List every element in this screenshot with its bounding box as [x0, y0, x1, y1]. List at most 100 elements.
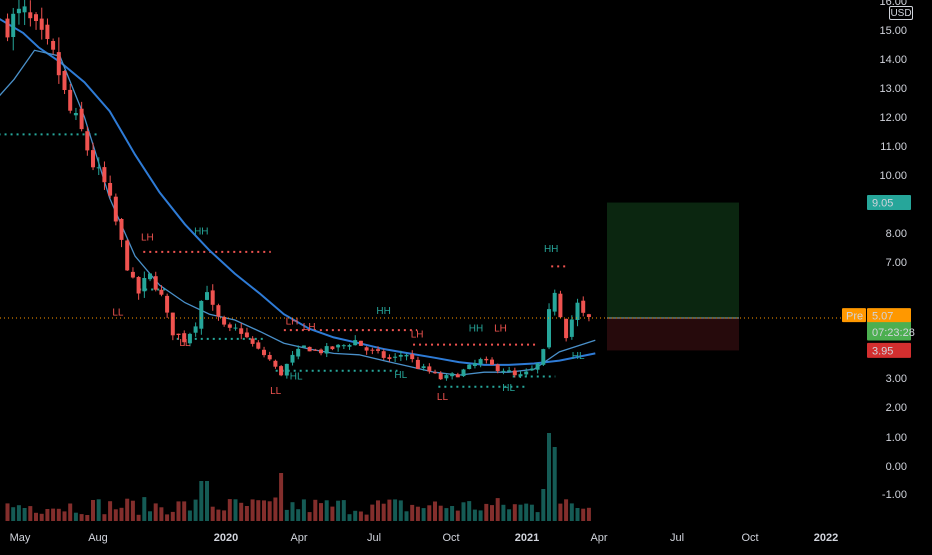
- candle-body: [484, 358, 489, 361]
- volume-bar: [564, 499, 569, 521]
- volume-bar: [39, 513, 44, 521]
- position-loss-zone: [607, 317, 739, 351]
- volume-bar: [450, 506, 455, 521]
- volume-bar: [290, 502, 295, 521]
- candle-body: [358, 340, 363, 346]
- candle-body: [148, 273, 152, 280]
- volume-bar: [541, 489, 546, 521]
- candle-body: [165, 295, 170, 313]
- swing-label: HH: [376, 306, 390, 317]
- volume-bar: [233, 499, 238, 521]
- volume-bar: [472, 509, 477, 521]
- currency-badge[interactable]: USD: [889, 6, 913, 20]
- volume-bar: [227, 499, 232, 521]
- volume-bar: [256, 500, 261, 521]
- volume-bar: [507, 509, 512, 521]
- volume-bar: [569, 503, 574, 521]
- volume-bar: [427, 505, 432, 521]
- price-tick-label: 0.00: [886, 461, 907, 473]
- candle-body: [376, 349, 380, 351]
- volume-bar: [535, 512, 540, 521]
- swing-label: HL: [572, 351, 585, 362]
- swing-annotations: LL LH HH LL LH LH LL HL HH LH HL LL HH LH HL HH HL: [112, 226, 585, 402]
- volume-bar: [210, 506, 215, 521]
- time-tick-label: Oct: [741, 532, 758, 544]
- candle-body: [421, 366, 426, 368]
- candle-body: [353, 340, 358, 346]
- price-tick-label: 8.00: [886, 228, 907, 240]
- candle-body: [347, 345, 352, 347]
- volume-bar: [11, 507, 16, 521]
- candle-body: [85, 131, 90, 151]
- candle-body: [404, 354, 409, 357]
- moving-average-fast: [0, 49, 596, 376]
- volume-bar: [381, 503, 386, 521]
- candle-body: [91, 150, 95, 168]
- candle-body: [478, 359, 483, 365]
- volume-bar: [28, 506, 33, 521]
- candle-body: [552, 292, 557, 312]
- volume-bar: [433, 501, 437, 521]
- candle-body: [569, 319, 574, 337]
- moving-average-slow: [0, 18, 596, 366]
- volume-bar: [182, 501, 187, 521]
- volume-bar: [56, 508, 61, 521]
- volume-bar: [512, 504, 517, 521]
- candle-body: [398, 355, 403, 357]
- price-axis[interactable]: 16.00 15.00 14.00 13.00 12.00 11.00 10.00 8.00 7…: [842, 0, 915, 501]
- price-tick-label: 2.00: [886, 402, 907, 414]
- long-position-tool[interactable]: [607, 202, 739, 351]
- volume-bar: [51, 508, 56, 521]
- volume-bar: [153, 503, 158, 521]
- candle-body: [68, 89, 73, 111]
- candle-body: [455, 374, 460, 378]
- swing-label: HH: [194, 226, 208, 237]
- candle-body: [410, 354, 415, 360]
- candle-body: [507, 370, 512, 372]
- candle-body: [467, 364, 472, 369]
- volume-bar: [165, 514, 170, 521]
- candle-body: [461, 369, 466, 377]
- price-tick-label: 12.00: [879, 112, 907, 124]
- volume-bar: [410, 504, 415, 521]
- candle-body: [136, 277, 141, 294]
- candle-body: [581, 300, 586, 313]
- swing-label: HH: [469, 324, 483, 335]
- volume-bar: [398, 500, 403, 521]
- candle-body: [79, 108, 84, 130]
- candle-body: [187, 333, 192, 344]
- volume-bar: [501, 504, 506, 521]
- volume-bar: [552, 447, 557, 521]
- volume-bar: [490, 505, 494, 521]
- volume-bar: [142, 497, 147, 521]
- price-tick-label: 10.00: [879, 170, 907, 182]
- candle-body: [262, 349, 266, 356]
- time-axis[interactable]: May Aug 2020 Apr Jul Oct 2021 Apr Jul Oct 2022: [10, 532, 839, 544]
- candle-body: [108, 183, 113, 196]
- candle-body: [450, 373, 455, 377]
- candle-body: [393, 356, 398, 358]
- volume-bar: [404, 511, 409, 521]
- volume-bar: [176, 501, 181, 521]
- volume-bar: [130, 500, 135, 521]
- swing-label: LL: [112, 308, 124, 319]
- candle-body: [227, 324, 232, 328]
- candle-body: [256, 342, 261, 349]
- volume-bar: [319, 503, 323, 521]
- candle-body: [51, 41, 56, 50]
- volume-bar: [136, 514, 141, 521]
- candle-body: [284, 363, 289, 376]
- candle-body: [296, 348, 301, 357]
- volume-bar: [216, 509, 221, 521]
- volume-bar: [222, 510, 227, 521]
- price-tick-label: 13.00: [879, 83, 907, 95]
- candle-body: [336, 344, 341, 348]
- swing-label: HL: [502, 383, 515, 394]
- volume-bar: [239, 502, 244, 521]
- premarket-value-text: 5.07: [872, 311, 893, 323]
- candle-body: [199, 300, 204, 329]
- volume-bar: [159, 507, 164, 521]
- time-tick-label: Apr: [590, 532, 607, 544]
